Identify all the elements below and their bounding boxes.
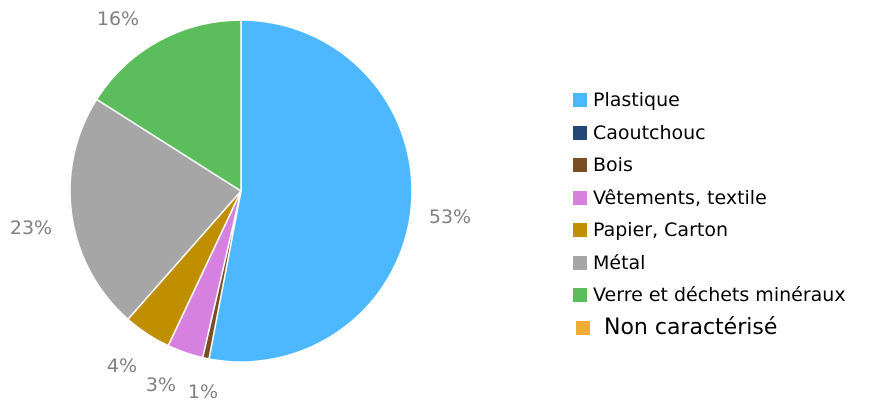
legend-swatch [576,320,590,335]
legend-item-bois: Bois [573,149,846,182]
data-label-papier-carton: 4% [107,355,137,377]
legend-swatch [573,223,587,238]
data-label-plastique: 53% [429,206,471,228]
legend-swatch [573,158,587,173]
legend-item-papier-carton: Papier, Carton [573,214,846,247]
legend-swatch [573,125,587,140]
legend-item-plastique: Plastique [573,84,846,117]
slice-metal [69,98,242,321]
pie-data-labels: 53% 1% 3% 4% 23% 16% [10,8,471,402]
data-label-verre-et-dechets-mineraux: 16% [97,8,139,30]
legend-label: Verre et déchets minéraux [593,284,846,307]
legend-item-verre-et-dechets-mineraux: Verre et déchets minéraux [573,279,846,312]
legend-label: Non caractérisé [604,315,778,341]
legend-label: Plastique [593,89,680,112]
legend-label: Métal [593,251,646,274]
legend: Plastique Caoutchouc Bois Vêtements, textil… [573,84,846,344]
data-label-metal: 23% [10,217,52,239]
pie-slices [69,19,413,363]
legend-swatch [573,255,587,270]
legend-item-caoutchouc: Caoutchouc [573,117,846,150]
slice-plastique [208,19,413,363]
legend-label: Vêtements, textile [593,186,767,209]
legend-label: Caoutchouc [593,121,706,144]
legend-item-vetements-textile: Vêtements, textile [573,182,846,215]
slice-verre-et-dechets-mineraux [95,19,242,192]
legend-item-metal: Métal [573,247,846,280]
legend-label: Papier, Carton [593,219,729,242]
legend-label: Bois [593,154,633,177]
legend-item-non-caracterise: Non caractérisé [573,312,846,345]
legend-swatch [573,288,587,303]
data-label-bois: 1% [188,381,218,402]
data-label-vetements-textile: 3% [146,374,176,396]
legend-swatch [573,93,587,108]
legend-swatch [573,190,587,205]
